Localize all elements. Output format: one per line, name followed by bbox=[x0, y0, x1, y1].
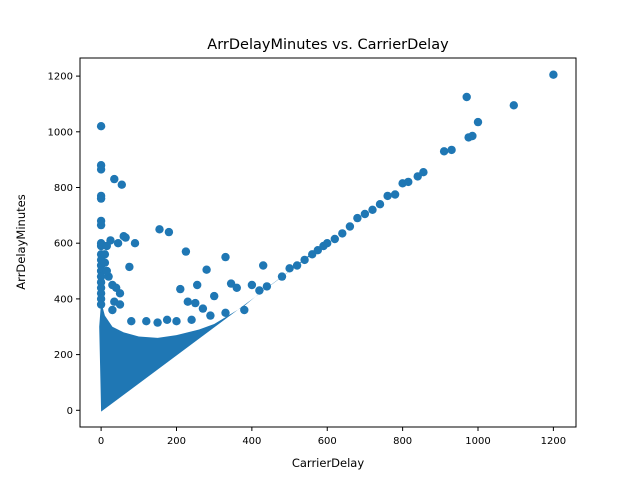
data-point bbox=[375, 200, 385, 209]
data-point bbox=[509, 101, 518, 110]
data-point bbox=[368, 205, 377, 214]
data-point bbox=[100, 250, 110, 259]
data-point bbox=[96, 122, 106, 131]
x-axis-label: CarrierDelay bbox=[292, 456, 365, 470]
data-point bbox=[191, 298, 200, 308]
y-tick-label: 1200 bbox=[48, 72, 73, 83]
y-axis-ticks: 0 200 400 600 800 1000 1200 bbox=[48, 72, 80, 417]
plot-frame bbox=[79, 57, 577, 428]
data-point bbox=[117, 180, 127, 189]
x-tick-label: 600 bbox=[318, 436, 337, 447]
data-point bbox=[323, 239, 332, 248]
data-point bbox=[164, 227, 174, 237]
data-point bbox=[181, 247, 191, 256]
y-tick-label: 0 bbox=[67, 406, 73, 417]
data-point bbox=[130, 239, 140, 248]
data-point bbox=[155, 225, 164, 234]
y-tick-label: 200 bbox=[54, 350, 73, 361]
data-point bbox=[127, 317, 136, 326]
data-point bbox=[153, 318, 162, 327]
data-point bbox=[96, 194, 106, 203]
data-point bbox=[419, 168, 428, 177]
x-tick-label: 400 bbox=[242, 436, 261, 447]
data-point bbox=[115, 289, 125, 298]
y-axis-label: ArrDelayMinutes bbox=[14, 194, 28, 289]
data-point bbox=[187, 315, 196, 324]
data-point bbox=[96, 165, 106, 174]
y-tick-label: 1000 bbox=[48, 127, 73, 138]
dense-points-area bbox=[99, 240, 328, 412]
data-point bbox=[330, 234, 339, 244]
data-point bbox=[162, 315, 172, 324]
data-point bbox=[360, 209, 370, 219]
data-point bbox=[198, 304, 208, 313]
x-tick-label: 0 bbox=[98, 436, 104, 447]
data-point bbox=[259, 261, 268, 270]
data-point bbox=[142, 317, 151, 326]
data-point bbox=[206, 311, 215, 320]
data-point bbox=[108, 305, 117, 315]
data-point bbox=[96, 220, 106, 230]
x-tick-label: 800 bbox=[393, 436, 412, 447]
y-tick-label: 400 bbox=[54, 294, 73, 305]
chart-title: ArrDelayMinutes vs. CarrierDelay bbox=[207, 37, 449, 53]
x-tick-label: 1200 bbox=[541, 436, 566, 447]
data-point bbox=[468, 131, 477, 141]
data-point bbox=[439, 147, 449, 156]
dense-data-region bbox=[99, 240, 328, 412]
data-point bbox=[125, 262, 134, 272]
data-point bbox=[110, 174, 119, 184]
data-point bbox=[193, 280, 202, 290]
data-point bbox=[96, 300, 106, 309]
data-point bbox=[247, 280, 257, 290]
x-tick-label: 200 bbox=[167, 436, 186, 447]
data-point bbox=[100, 258, 110, 267]
data-point bbox=[232, 283, 241, 292]
data-point bbox=[277, 272, 287, 281]
scatter-points bbox=[96, 70, 558, 327]
data-point bbox=[176, 284, 185, 294]
data-point bbox=[338, 229, 347, 238]
data-point bbox=[221, 308, 230, 317]
x-axis-ticks: 0 200 400 600 800 1000 1200 bbox=[98, 427, 566, 447]
y-tick-label: 600 bbox=[54, 239, 73, 250]
data-point bbox=[102, 266, 112, 276]
data-point bbox=[462, 92, 471, 102]
data-point bbox=[383, 191, 392, 201]
data-point bbox=[292, 261, 302, 270]
data-point bbox=[345, 222, 355, 231]
data-point bbox=[404, 177, 413, 187]
data-point bbox=[300, 255, 309, 265]
data-point bbox=[113, 239, 123, 248]
data-point bbox=[390, 190, 400, 199]
x-tick-label: 1000 bbox=[465, 436, 490, 447]
data-point bbox=[121, 233, 130, 242]
data-point bbox=[210, 291, 219, 301]
data-point bbox=[473, 117, 483, 127]
data-point bbox=[106, 236, 115, 245]
y-tick-label: 800 bbox=[54, 183, 73, 194]
data-point bbox=[255, 286, 264, 295]
data-point bbox=[221, 252, 230, 262]
data-point bbox=[549, 70, 558, 79]
data-point bbox=[262, 282, 272, 291]
data-point bbox=[183, 297, 192, 306]
data-point bbox=[172, 317, 181, 326]
data-point bbox=[202, 265, 211, 274]
data-point bbox=[285, 264, 294, 273]
data-point bbox=[447, 145, 456, 155]
data-point bbox=[240, 305, 249, 315]
data-point bbox=[115, 300, 125, 309]
data-point bbox=[353, 213, 362, 223]
